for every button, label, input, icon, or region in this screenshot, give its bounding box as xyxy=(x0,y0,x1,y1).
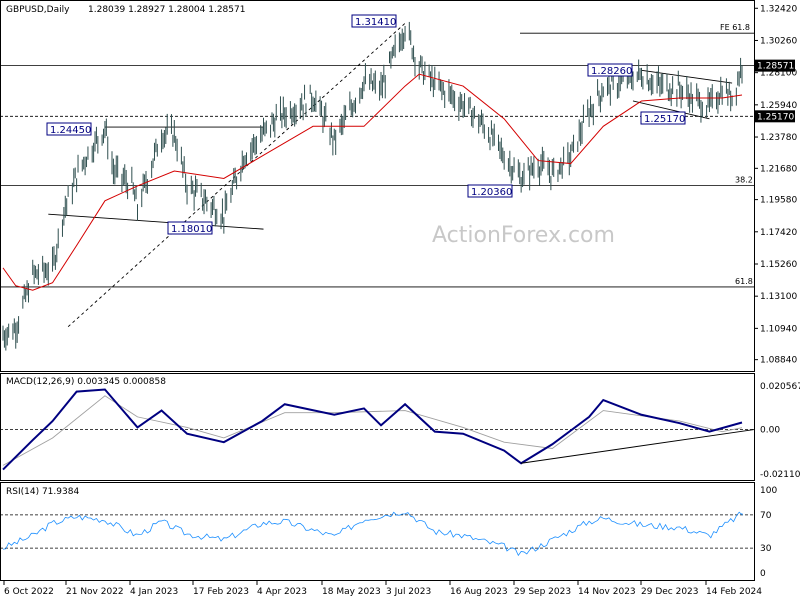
price-tick-label: 1.30260 xyxy=(760,36,797,46)
price-bars xyxy=(2,21,743,351)
date-tick-label: 17 Feb 2023 xyxy=(193,587,249,597)
rsi-tick-label: 70 xyxy=(760,511,772,521)
price-tag: 1.28571 xyxy=(755,59,795,72)
symbol-label: GBPUSD,Daily xyxy=(6,5,70,15)
trendlines xyxy=(48,22,733,328)
annotation-1-20360: 1.20360 xyxy=(467,184,513,198)
date-tick-label: 14 Nov 2023 xyxy=(578,587,636,597)
price-tick-label: 1.25940 xyxy=(760,101,797,111)
date-tick-label: 29 Sep 2023 xyxy=(514,587,571,597)
macd-indicator: 0.020567 0.00 -0.021105 xyxy=(0,382,800,480)
macd-tick-label: 0.00 xyxy=(760,426,780,436)
price-tick-label: 1.08840 xyxy=(760,356,797,366)
price-tag-label: 1.25170 xyxy=(757,112,794,122)
price-tick-label: 1.13100 xyxy=(760,292,797,302)
annotation-box xyxy=(467,184,513,198)
annotation-1-24450: 1.24450 xyxy=(46,122,92,136)
horizontal-levels: 1.28571 1.25170 FE 61.8 38.2 61.8 xyxy=(0,23,795,288)
price-tag: 1.25170 xyxy=(755,110,795,123)
fe-61-8-label: FE 61.8 xyxy=(720,23,750,32)
date-tick-label: 18 May 2023 xyxy=(322,587,381,597)
price-tag-bg xyxy=(755,110,795,123)
fib-61-8-label: 61.8 xyxy=(735,277,753,286)
macd-line xyxy=(2,388,743,471)
date-axis: 6 Oct 2022 21 Nov 2022 4 Jan 2023 17 Feb 20… xyxy=(3,581,762,597)
moving-average xyxy=(2,73,743,291)
annotation-label: 1.28260 xyxy=(591,66,632,77)
price-annotations: 1.31410 1.28260 1.25170 1.24450 1.20360 1.180… xyxy=(46,14,686,235)
rsi-tick-label: 30 xyxy=(760,544,772,554)
price-tag-label: 1.28571 xyxy=(757,62,794,72)
watermark: ActionForex.com xyxy=(432,223,615,248)
macd-tick-label: 0.020567 xyxy=(760,382,800,392)
rsi-pane xyxy=(0,482,755,581)
ohlc-label: 1.28039 1.28927 1.28004 1.28571 xyxy=(88,5,245,15)
date-tick-label: 16 Aug 2023 xyxy=(450,587,508,597)
annotation-label: 1.20360 xyxy=(471,187,512,198)
uptrend-channel-line xyxy=(67,22,406,328)
date-tick-label: 21 Nov 2022 xyxy=(66,587,124,597)
rsi-line xyxy=(2,511,743,557)
annotation-label: 1.18010 xyxy=(171,224,212,235)
date-tick-label: 14 Feb 2024 xyxy=(706,587,762,597)
annotation-box xyxy=(351,14,397,28)
fib-38-2-label: 38.2 xyxy=(735,176,753,185)
macd-tick-label: -0.021105 xyxy=(760,470,800,480)
date-tick-label: 4 Jan 2023 xyxy=(130,587,178,597)
annotation-box xyxy=(167,221,213,235)
annotation-label: 1.31410 xyxy=(355,17,396,28)
annotation-1-28260: 1.28260 xyxy=(587,63,633,77)
signal-line xyxy=(2,395,743,466)
rsi-tick-label: 100 xyxy=(760,486,777,496)
price-tick-label: 1.21680 xyxy=(760,164,797,174)
price-axis: 1.32420 1.30260 1.28100 1.25940 1.23780 1.216… xyxy=(754,4,797,366)
price-tick-label: 1.28100 xyxy=(760,69,797,79)
annotation-1-31410: 1.31410 xyxy=(351,14,397,28)
macd-trendline xyxy=(521,429,755,464)
annotation-1-18010: 1.18010 xyxy=(167,221,213,235)
rsi-title: RSI(14) 71.9384 xyxy=(6,487,79,497)
triangle-lower-line xyxy=(632,100,710,120)
date-tick-label: 3 Jul 2023 xyxy=(386,587,431,597)
price-tick-label: 1.32420 xyxy=(760,4,797,14)
annotation-label: 1.24450 xyxy=(50,125,91,136)
macd-pane xyxy=(0,373,755,481)
annotation-label: 1.25170 xyxy=(644,114,685,125)
price-tick-label: 1.19580 xyxy=(760,196,797,206)
annotation-box xyxy=(640,111,686,125)
ma-line xyxy=(2,73,743,291)
date-tick-label: 6 Oct 2022 xyxy=(4,587,54,597)
price-tick-label: 1.23780 xyxy=(760,133,797,143)
annotation-box xyxy=(46,122,92,136)
price-tick-label: 1.10940 xyxy=(760,324,797,334)
rsi-tick-label: 0 xyxy=(760,569,766,579)
macd-title: MACD(12,26,9) 0.003345 0.000858 xyxy=(6,377,166,387)
date-tick-label: 29 Dec 2023 xyxy=(641,587,699,597)
annotation-box xyxy=(587,63,633,77)
price-tick-label: 1.17420 xyxy=(760,228,797,238)
annotation-1-25170: 1.25170 xyxy=(640,111,686,125)
price-tag-bg xyxy=(755,59,795,72)
price-tick-label: 1.15260 xyxy=(760,260,797,270)
support-line xyxy=(48,213,264,230)
rsi-indicator: 100 70 30 0 xyxy=(0,486,777,579)
date-tick-label: 4 Apr 2023 xyxy=(257,587,307,597)
